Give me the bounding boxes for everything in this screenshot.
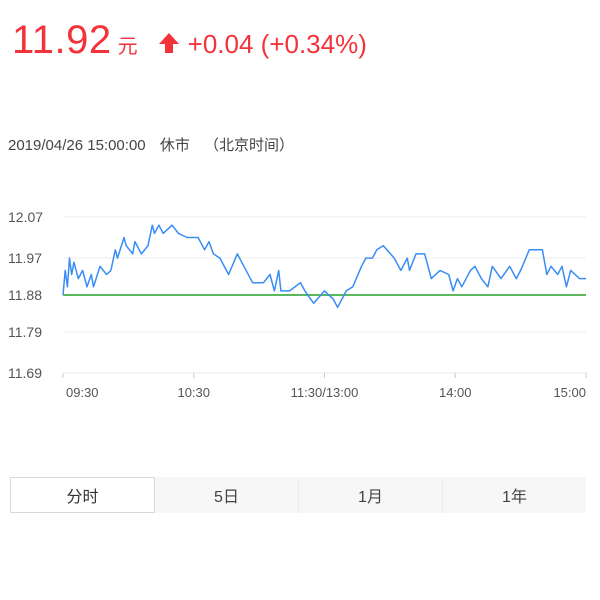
tab-5-day[interactable]: 5日	[155, 477, 299, 513]
price-line	[62, 224, 586, 309]
current-price: 11.92	[12, 18, 112, 62]
quote-header: 11.92 元 +0.04 (+0.34%)	[12, 18, 367, 63]
arrow-up-icon	[158, 31, 180, 55]
x-tick-label: 15:00	[553, 385, 586, 400]
tab-intraday[interactable]: 分时	[10, 477, 155, 513]
price-change: +0.04 (+0.34%)	[187, 29, 367, 59]
tab-1-month[interactable]: 1月	[299, 477, 443, 513]
x-tick-label: 10:30	[177, 385, 210, 400]
status-timezone: （北京时间）	[204, 137, 295, 154]
market-status: 2019/04/26 15:00:00 休市 （北京时间）	[8, 134, 304, 155]
y-tick-label: 12.07	[8, 209, 43, 225]
y-tick-label: 11.79	[8, 324, 42, 340]
y-tick-label: 11.88	[8, 287, 42, 303]
currency-unit: 元	[117, 36, 138, 58]
tab-1-year[interactable]: 1年	[502, 489, 527, 506]
x-tick-label: 14:00	[439, 385, 472, 400]
y-tick-label: 11.97	[8, 250, 42, 266]
period-tabs: 分时 5日 1月 1年	[10, 477, 586, 513]
x-tick-label: 09:30	[66, 385, 99, 400]
x-tick-label: 11:30/13:00	[291, 385, 359, 400]
status-datetime: 2019/04/26 15:00:00	[8, 137, 146, 154]
status-state: 休市	[159, 137, 190, 154]
y-tick-label: 11.69	[8, 365, 42, 381]
intraday-chart: 12.07 11.97 11.88 11.79 11.69 09:30 10:30 11:30…	[8, 209, 587, 400]
